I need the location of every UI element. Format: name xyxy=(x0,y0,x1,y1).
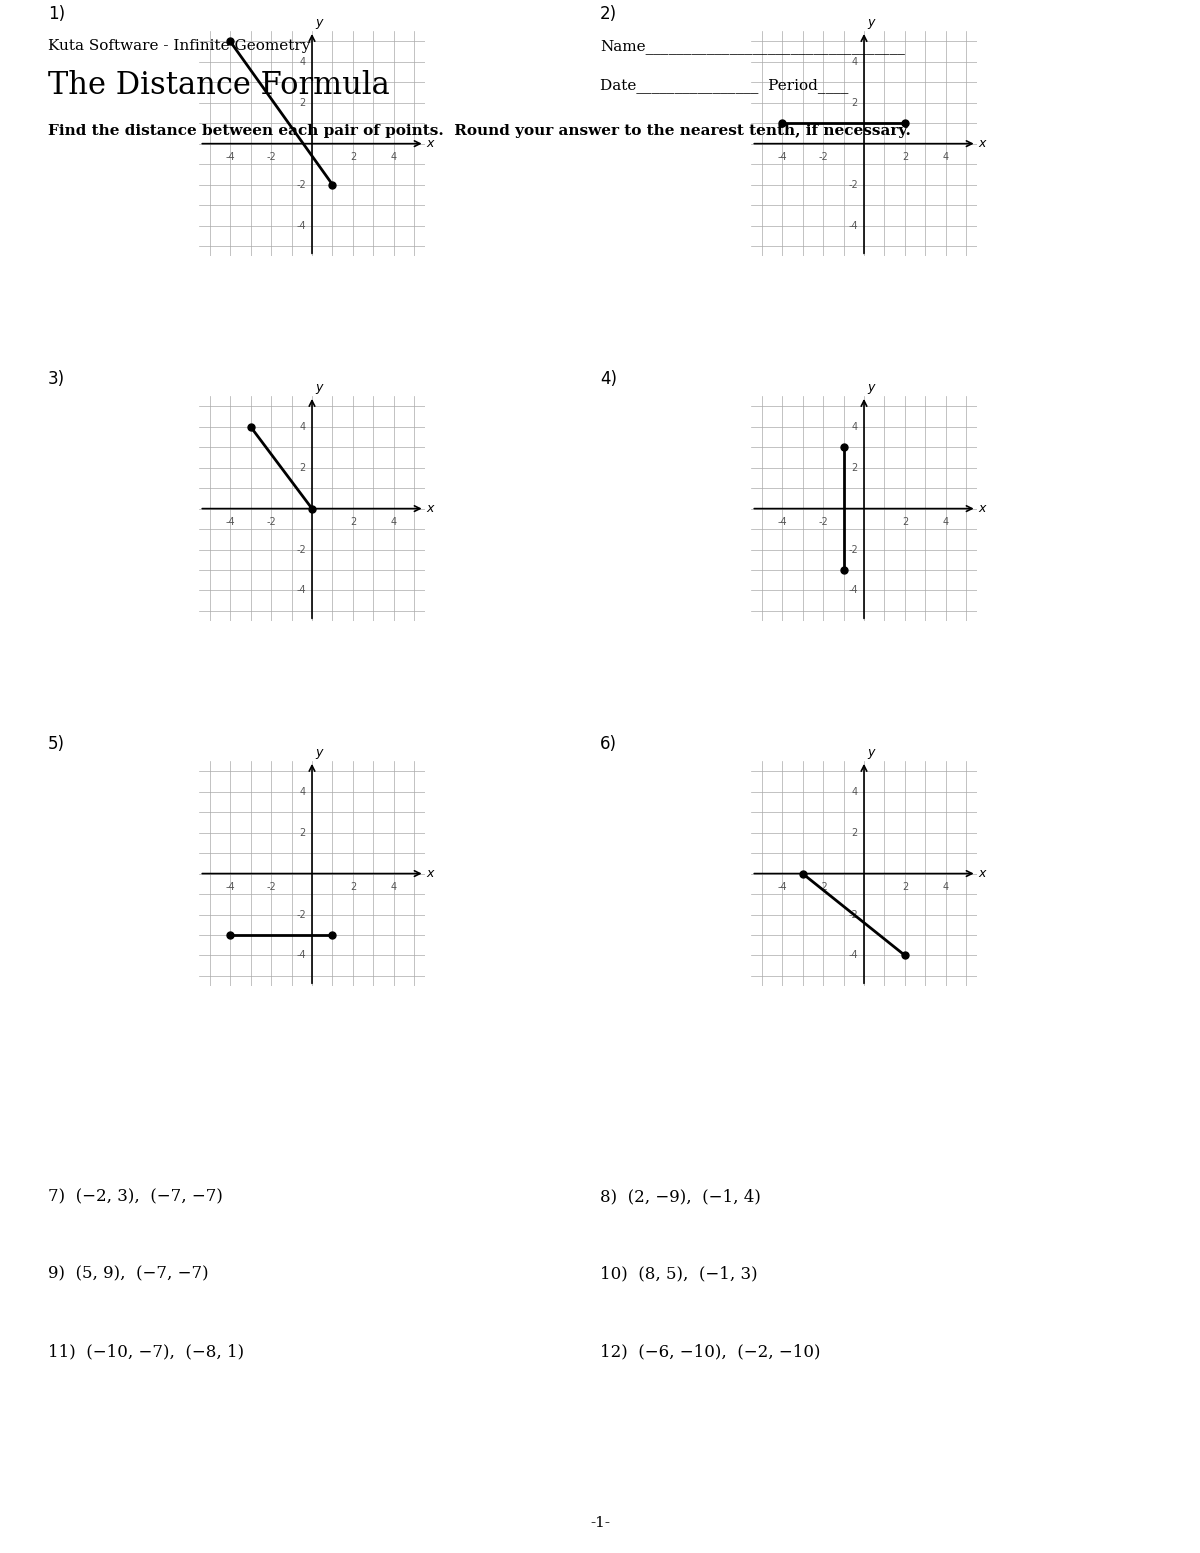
Text: y: y xyxy=(316,16,323,30)
Text: y: y xyxy=(868,380,875,394)
Text: -4: -4 xyxy=(778,517,787,526)
Text: -2: -2 xyxy=(848,545,858,554)
Text: 3): 3) xyxy=(48,370,65,388)
Text: 4: 4 xyxy=(391,152,397,162)
Text: 4: 4 xyxy=(943,517,949,526)
Text: 2: 2 xyxy=(300,828,306,837)
Text: 2: 2 xyxy=(350,152,356,162)
Text: 4: 4 xyxy=(391,882,397,891)
Text: 2: 2 xyxy=(300,98,306,107)
Text: Date________________  Period____: Date________________ Period____ xyxy=(600,78,848,93)
Text: 4: 4 xyxy=(391,517,397,526)
Text: 4: 4 xyxy=(943,882,949,891)
Text: -1-: -1- xyxy=(590,1516,610,1530)
Text: 2: 2 xyxy=(902,152,908,162)
Text: -4: -4 xyxy=(778,152,787,162)
Text: 7)  (−2, 3),  (−7, −7): 7) (−2, 3), (−7, −7) xyxy=(48,1188,223,1205)
Text: -2: -2 xyxy=(266,152,276,162)
Text: -4: -4 xyxy=(226,517,235,526)
Text: -2: -2 xyxy=(266,517,276,526)
Text: -2: -2 xyxy=(818,152,828,162)
Text: -4: -4 xyxy=(848,221,858,230)
Text: 4: 4 xyxy=(852,57,858,67)
Text: 2: 2 xyxy=(852,98,858,107)
Text: y: y xyxy=(868,16,875,30)
Text: -4: -4 xyxy=(296,221,306,230)
Text: x: x xyxy=(979,137,986,151)
Text: x: x xyxy=(427,502,434,516)
Text: -2: -2 xyxy=(848,910,858,919)
Text: 2: 2 xyxy=(350,882,356,891)
Text: 8)  (2, −9),  (−1, 4): 8) (2, −9), (−1, 4) xyxy=(600,1188,761,1205)
Text: Name__________________________________: Name__________________________________ xyxy=(600,39,905,54)
Text: 4: 4 xyxy=(300,787,306,797)
Text: -2: -2 xyxy=(818,517,828,526)
Text: 2: 2 xyxy=(350,517,356,526)
Text: The Distance Formula: The Distance Formula xyxy=(48,70,390,101)
Text: -2: -2 xyxy=(296,180,306,189)
Text: 4: 4 xyxy=(943,152,949,162)
Text: y: y xyxy=(316,745,323,759)
Text: x: x xyxy=(427,137,434,151)
Text: -4: -4 xyxy=(226,882,235,891)
Text: y: y xyxy=(316,380,323,394)
Text: 12)  (−6, −10),  (−2, −10): 12) (−6, −10), (−2, −10) xyxy=(600,1343,821,1360)
Text: -2: -2 xyxy=(818,882,828,891)
Text: -4: -4 xyxy=(778,882,787,891)
Text: -2: -2 xyxy=(296,545,306,554)
Text: 4: 4 xyxy=(852,787,858,797)
Text: -4: -4 xyxy=(296,585,306,595)
Text: 5): 5) xyxy=(48,735,65,753)
Text: 2: 2 xyxy=(852,828,858,837)
Text: -2: -2 xyxy=(296,910,306,919)
Text: 4: 4 xyxy=(300,57,306,67)
Text: -4: -4 xyxy=(296,950,306,960)
Text: 4: 4 xyxy=(852,422,858,432)
Text: -4: -4 xyxy=(848,950,858,960)
Text: x: x xyxy=(979,867,986,881)
Text: Kuta Software - Infinite Geometry: Kuta Software - Infinite Geometry xyxy=(48,39,311,53)
Text: 2: 2 xyxy=(300,463,306,472)
Text: 4): 4) xyxy=(600,370,617,388)
Text: -4: -4 xyxy=(226,152,235,162)
Text: y: y xyxy=(868,745,875,759)
Text: 2: 2 xyxy=(852,463,858,472)
Text: 2): 2) xyxy=(600,5,617,23)
Text: 2: 2 xyxy=(902,517,908,526)
Text: -2: -2 xyxy=(848,180,858,189)
Text: 1): 1) xyxy=(48,5,65,23)
Text: x: x xyxy=(427,867,434,881)
Text: -4: -4 xyxy=(848,585,858,595)
Text: 9)  (5, 9),  (−7, −7): 9) (5, 9), (−7, −7) xyxy=(48,1266,209,1283)
Text: 10)  (8, 5),  (−1, 3): 10) (8, 5), (−1, 3) xyxy=(600,1266,757,1283)
Text: Find the distance between each pair of points.  Round your answer to the nearest: Find the distance between each pair of p… xyxy=(48,124,911,138)
Text: 11)  (−10, −7),  (−8, 1): 11) (−10, −7), (−8, 1) xyxy=(48,1343,244,1360)
Text: x: x xyxy=(979,502,986,516)
Text: 4: 4 xyxy=(300,422,306,432)
Text: 6): 6) xyxy=(600,735,617,753)
Text: 2: 2 xyxy=(902,882,908,891)
Text: -2: -2 xyxy=(266,882,276,891)
